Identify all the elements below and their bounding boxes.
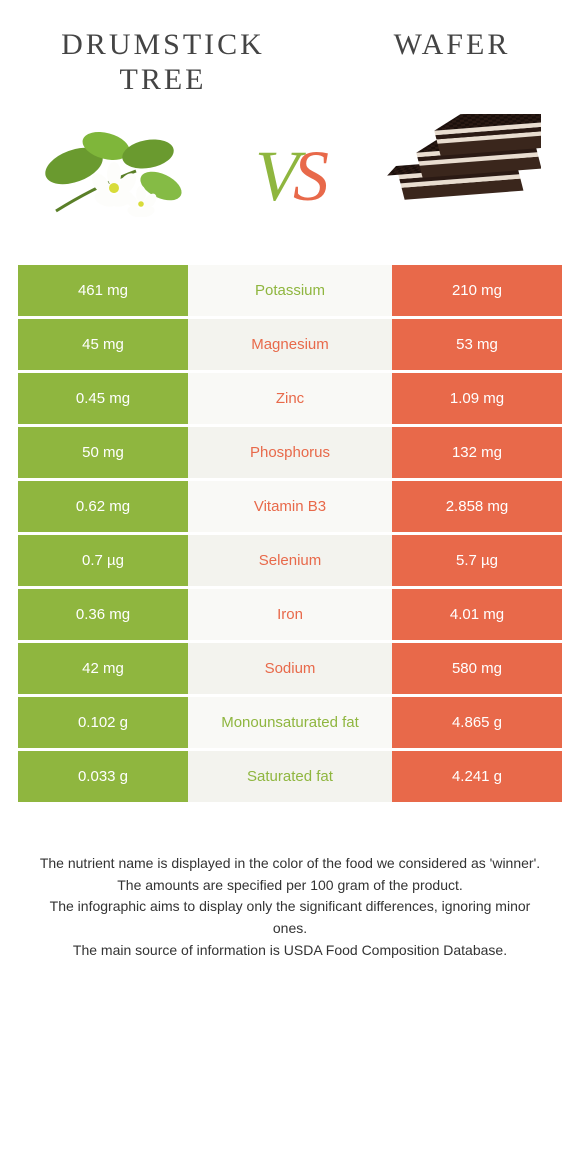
nutrient-label: Potassium [188, 265, 392, 316]
table-row: 42 mgSodium580 mg [18, 643, 562, 697]
value-right: 53 mg [392, 319, 562, 370]
value-right: 4.241 g [392, 751, 562, 802]
title-left-line1: DRUMSTICK [48, 28, 278, 63]
value-left: 0.033 g [18, 751, 188, 802]
value-left: 0.7 µg [18, 535, 188, 586]
nutrient-label: Sodium [188, 643, 392, 694]
value-right: 580 mg [392, 643, 562, 694]
table-row: 0.033 gSaturated fat4.241 g [18, 751, 562, 805]
comparison-table: 461 mgPotassium210 mg45 mgMagnesium53 mg… [18, 265, 562, 805]
value-left: 461 mg [18, 265, 188, 316]
nutrient-label: Zinc [188, 373, 392, 424]
title-left: DRUMSTICK TREE [48, 28, 278, 97]
table-row: 45 mgMagnesium53 mg [18, 319, 562, 373]
table-row: 0.62 mgVitamin B32.858 mg [18, 481, 562, 535]
value-right: 4.865 g [392, 697, 562, 748]
nutrient-label: Phosphorus [188, 427, 392, 478]
value-left: 45 mg [18, 319, 188, 370]
vs-label: VS [255, 140, 325, 212]
value-left: 50 mg [18, 427, 188, 478]
title-left-line2: TREE [48, 63, 278, 98]
drumstick-tree-image [36, 111, 196, 241]
nutrient-label: Iron [188, 589, 392, 640]
value-left: 0.45 mg [18, 373, 188, 424]
vs-s: S [293, 140, 325, 212]
footer-line: The nutrient name is displayed in the co… [36, 853, 544, 875]
table-row: 0.45 mgZinc1.09 mg [18, 373, 562, 427]
value-right: 2.858 mg [392, 481, 562, 532]
table-row: 0.36 mgIron4.01 mg [18, 589, 562, 643]
value-right: 4.01 mg [392, 589, 562, 640]
nutrient-label: Magnesium [188, 319, 392, 370]
table-row: 0.102 gMonounsaturated fat4.865 g [18, 697, 562, 751]
value-left: 0.36 mg [18, 589, 188, 640]
nutrient-label: Monounsaturated fat [188, 697, 392, 748]
table-row: 0.7 µgSelenium5.7 µg [18, 535, 562, 589]
header: DRUMSTICK TREE WAFER [0, 0, 580, 97]
vs-row: VS [0, 97, 580, 265]
footer-line: The amounts are specified per 100 gram o… [36, 875, 544, 897]
title-right: WAFER [372, 28, 532, 63]
value-right: 5.7 µg [392, 535, 562, 586]
table-row: 461 mgPotassium210 mg [18, 265, 562, 319]
wafer-image [384, 111, 544, 241]
table-row: 50 mgPhosphorus132 mg [18, 427, 562, 481]
nutrient-label: Selenium [188, 535, 392, 586]
footer-notes: The nutrient name is displayed in the co… [0, 805, 580, 961]
nutrient-label: Vitamin B3 [188, 481, 392, 532]
vs-v: V [255, 140, 295, 212]
nutrient-label: Saturated fat [188, 751, 392, 802]
footer-line: The infographic aims to display only the… [36, 896, 544, 939]
footer-line: The main source of information is USDA F… [36, 940, 544, 962]
value-right: 210 mg [392, 265, 562, 316]
value-right: 1.09 mg [392, 373, 562, 424]
value-left: 42 mg [18, 643, 188, 694]
value-right: 132 mg [392, 427, 562, 478]
value-left: 0.102 g [18, 697, 188, 748]
value-left: 0.62 mg [18, 481, 188, 532]
